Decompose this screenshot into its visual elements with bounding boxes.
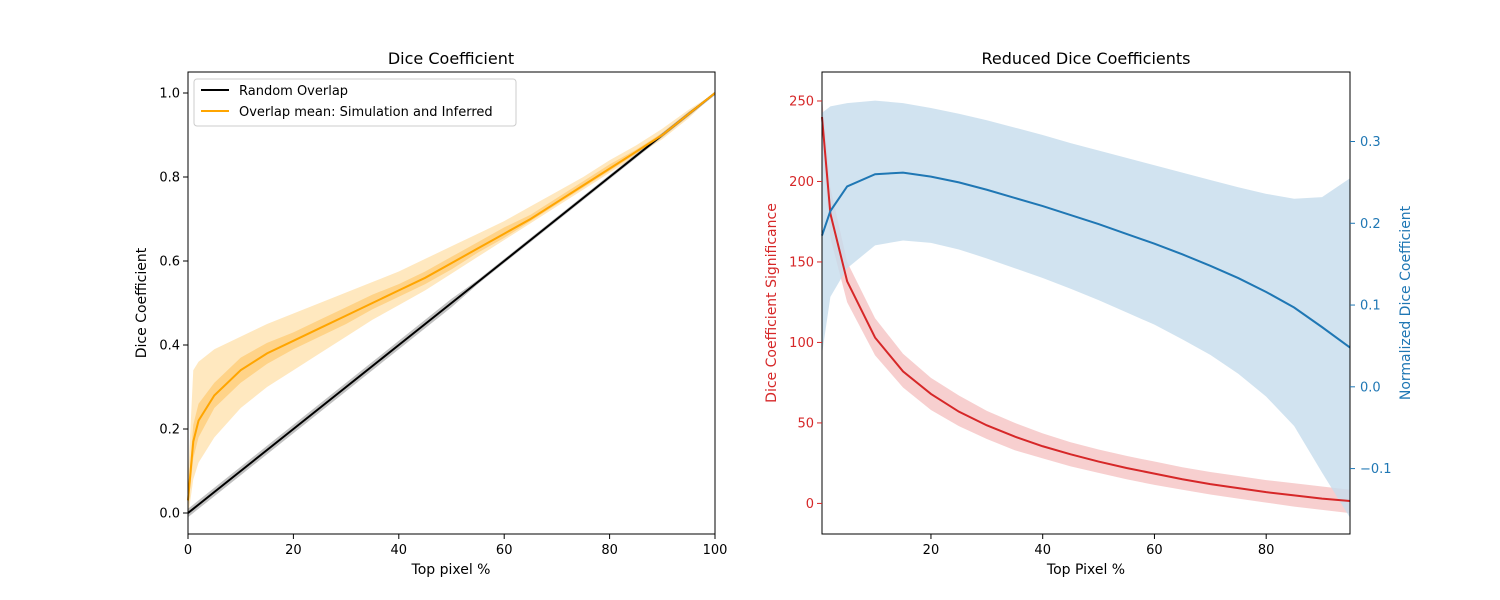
left-y-tick-label: 250 [789, 94, 814, 109]
right-y-tick-label: 0.2 [1360, 217, 1381, 232]
left-y-tick-label: 200 [789, 175, 814, 190]
chart-title: Dice Coefficient [388, 49, 514, 68]
x-tick-label: 100 [703, 543, 728, 558]
overlap-mean-line [187, 92, 716, 501]
x-tick-label: 0 [184, 543, 192, 558]
y-tick-label: 0.6 [159, 255, 180, 270]
x-axis-label: Top Pixel % [1046, 562, 1125, 578]
plot-frame [187, 71, 716, 535]
normalized-band [822, 100, 1350, 518]
y-tick-label: 0.4 [159, 339, 180, 354]
x-tick-label: 60 [1146, 543, 1163, 558]
legend-entry-random-overlap: Random Overlap [239, 84, 348, 99]
right-y-tick-label: 0.3 [1360, 135, 1381, 150]
normalized-line [821, 171, 1351, 349]
random-overlap-line [187, 92, 716, 514]
x-axis-ticks: 0 20 40 60 80 100 [184, 534, 728, 558]
y-axis-label: Dice Coefficient [134, 247, 150, 358]
y-tick-label: 0.8 [159, 171, 180, 186]
left-y-tick-label: 100 [789, 336, 814, 351]
x-tick-label: 60 [496, 543, 513, 558]
x-tick-label: 80 [601, 543, 618, 558]
right-y-tick-label: 0.0 [1360, 380, 1381, 395]
right-y-axis-ticks: −0.1 0.0 0.1 0.2 0.3 [1350, 135, 1392, 477]
x-tick-label: 40 [391, 543, 408, 558]
left-y-axis-label: Dice Coefficient Significance [764, 203, 780, 403]
left-y-axis-ticks: 0 50 100 150 200 250 [789, 94, 822, 512]
y-axis-ticks: 0.0 0.2 0.4 0.6 0.8 1.0 [159, 87, 188, 522]
significance-line [821, 116, 1351, 502]
left-y-tick-label: 0 [806, 497, 814, 512]
x-axis-label: Top pixel % [411, 562, 491, 578]
y-tick-label: 1.0 [159, 87, 180, 102]
series-lines [821, 116, 1351, 502]
x-tick-label: 20 [285, 543, 302, 558]
legend: Random Overlap Overlap mean: Simulation … [193, 78, 517, 127]
series-lines [187, 92, 716, 514]
right-y-axis-label: Normalized Dice Coefficient [1398, 205, 1414, 400]
plot-frame [821, 71, 1351, 535]
x-tick-label: 80 [1258, 543, 1275, 558]
x-axis-ticks: 20 40 60 80 [923, 534, 1275, 558]
dice-coefficient-chart: Dice Coefficient 0 20 40 60 80 100 0.00.20.40… [134, 49, 727, 578]
x-tick-label: 20 [923, 543, 940, 558]
series-bands [822, 97, 1350, 518]
chart-title: Reduced Dice Coefficients [981, 49, 1190, 68]
x-tick-label: 40 [1034, 543, 1051, 558]
legend-box [193, 78, 517, 127]
right-y-tick-label: −0.1 [1360, 462, 1392, 477]
legend-entry-overlap-mean: Overlap mean: Simulation and Inferred [239, 105, 493, 120]
right-y-tick-label: 0.1 [1360, 299, 1381, 314]
y-tick-label: 0.2 [159, 423, 180, 438]
left-y-tick-label: 50 [797, 416, 814, 431]
y-tick-label: 0.0 [159, 507, 180, 522]
left-y-tick-label: 150 [789, 255, 814, 270]
reduced-dice-coefficients-chart: Reduced Dice Coefficients 20 40 60 80 0 50 10… [764, 49, 1414, 578]
